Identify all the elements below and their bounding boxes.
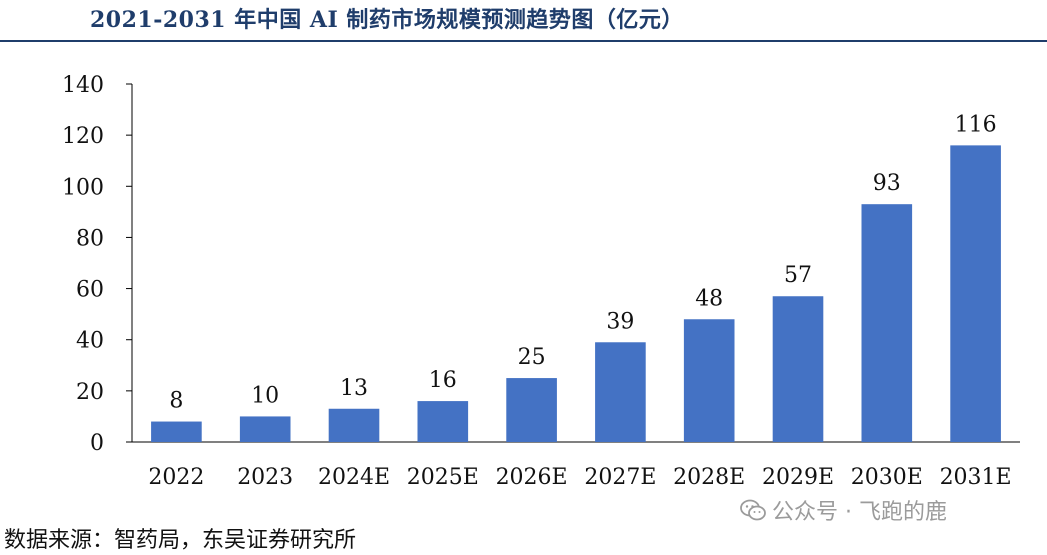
data-label: 16 [429,368,457,393]
chart-labels: 8 2022 10 2023 13 2024E 16 2025E 25 2026E 39 2027E 4… [148,112,1011,490]
wechat-icon [740,499,766,521]
chart-title: 2021-2031 年中国 AI 制药市场规模预测趋势图（亿元） [90,7,684,33]
source-note: 数据来源：智药局，东吴证券研究所 [4,528,357,553]
bar-2026E [506,378,557,442]
y-tick-label: 20 [76,380,104,405]
data-label: 25 [518,345,546,370]
x-tick-label: 2028E [673,465,745,490]
bar-2023 [239,416,291,442]
data-label: 57 [784,263,812,288]
data-label: 13 [340,376,368,401]
y-tick-label: 40 [76,329,104,354]
y-tick-label: 100 [62,175,104,200]
bar-2027E [595,342,646,442]
x-tick-label: 2026E [496,465,568,490]
watermark-text: 公众号 · 飞跑的鹿 [772,500,947,525]
x-tick-label: 2024E [318,465,390,490]
data-label: 8 [169,389,183,414]
x-tick-label: 2029E [762,465,834,490]
bar-2024E [328,408,380,442]
bar-2025E [417,401,469,442]
bar-2031E [950,145,1001,442]
y-tick-label: 0 [90,431,104,456]
chart-bars [151,145,1001,442]
watermark: 公众号 · 飞跑的鹿 [740,494,947,526]
data-label: 48 [695,286,723,311]
data-label: 39 [606,309,634,334]
y-tick-label: 60 [76,278,104,303]
x-tick-label: 2027E [584,465,656,490]
data-label: 116 [955,112,997,137]
y-tick-label: 140 [62,73,104,98]
x-tick-label: 2025E [407,465,479,490]
bar-2022 [151,421,202,442]
x-tick-label: 2022 [148,465,204,490]
x-tick-label: 2023 [237,465,293,490]
data-label: 93 [873,171,901,196]
data-label: 10 [251,383,279,408]
bar-2028E [683,319,735,442]
title-divider [0,40,1047,42]
bar-2030E [861,204,913,442]
bar-2029E [772,296,824,442]
x-tick-label: 2030E [851,465,923,490]
y-tick-label: 80 [76,226,104,251]
y-tick-label: 120 [62,124,104,149]
x-tick-label: 2031E [940,465,1012,490]
